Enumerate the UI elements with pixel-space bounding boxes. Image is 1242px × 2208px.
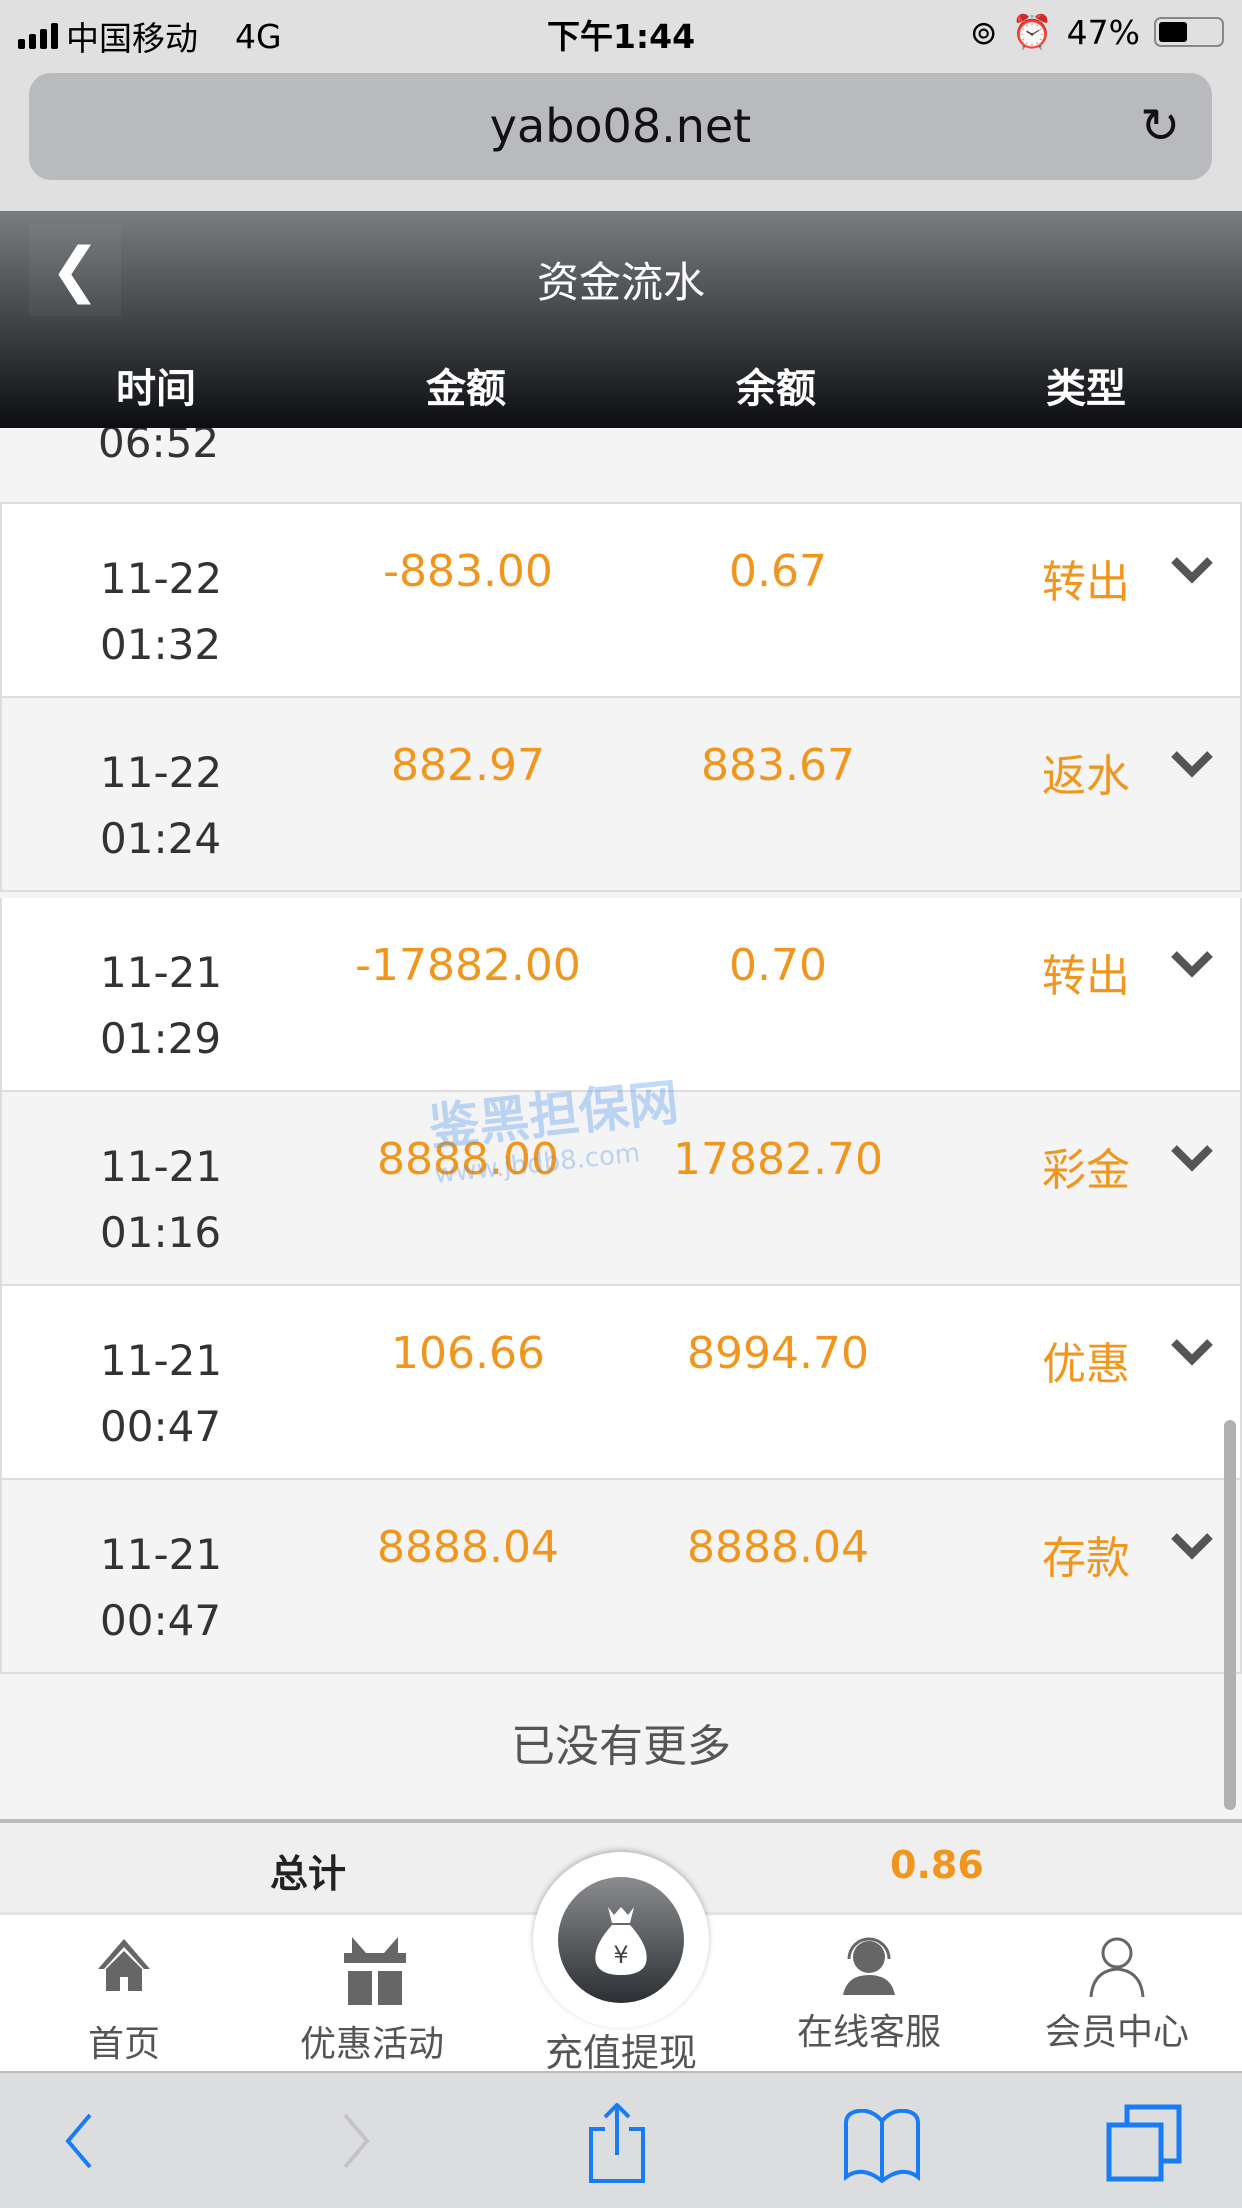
scrollbar[interactable] xyxy=(1224,1420,1236,1810)
chevron-down-icon[interactable] xyxy=(1170,748,1214,778)
column-balance: 余额 xyxy=(736,366,816,412)
row-amount: -883.00 xyxy=(383,546,553,597)
row-date: 11-21 xyxy=(100,1142,223,1191)
column-time: 时间 xyxy=(116,366,196,412)
alarm-icon: ⏰ xyxy=(1011,12,1053,51)
battery-percent: 47% xyxy=(1066,12,1140,52)
row-date: 11-21 xyxy=(100,1530,223,1579)
row-amount: 8888.04 xyxy=(377,1522,559,1573)
tab-home[interactable]: 首页 xyxy=(0,1915,248,2076)
row-balance: 8994.70 xyxy=(687,1328,869,1379)
row-amount: -17882.00 xyxy=(355,940,581,991)
row-datetime: 11-22 01:32 xyxy=(100,546,222,678)
deposit-withdraw-button[interactable]: ¥ xyxy=(533,1852,709,2028)
network: 4G xyxy=(234,16,282,56)
row-type: 彩金 xyxy=(1042,1145,1130,1196)
row-amount: 882.97 xyxy=(391,740,545,791)
row-balance: 0.70 xyxy=(729,940,827,991)
table-row[interactable]: 11-21 01:29 -17882.00 0.70 转出 xyxy=(0,898,1242,1092)
tab-member[interactable]: 会员中心 xyxy=(993,1915,1241,2076)
table-row[interactable]: 11-21 01:16 8888.00 17882.70 彩金 xyxy=(0,1092,1242,1286)
tab-support[interactable]: 在线客服 xyxy=(745,1915,993,2076)
forward-icon[interactable] xyxy=(335,2111,375,2171)
page-title: 资金流水 xyxy=(536,258,705,307)
row-type: 优惠 xyxy=(1042,1339,1130,1390)
gift-icon xyxy=(344,1937,406,2005)
row-amount: 8888.00 xyxy=(377,1134,559,1185)
no-more-text: 已没有更多 xyxy=(511,1721,731,1772)
transaction-list: 06:52 11-22 01:32 -883.00 0.67 转出 11-22 01… xyxy=(0,428,1242,1674)
row-type: 转出 xyxy=(1042,951,1130,1002)
money-bag-icon: ¥ xyxy=(595,1907,647,1975)
table-row[interactable]: 11-22 01:32 -883.00 0.67 转出 xyxy=(0,504,1242,698)
row-datetime: 11-22 01:24 xyxy=(100,740,222,872)
chevron-down-icon[interactable] xyxy=(1170,554,1214,584)
table-row[interactable]: 11-22 01:24 882.97 883.67 返水 xyxy=(0,698,1242,892)
tab-promotions[interactable]: 优惠活动 xyxy=(248,1915,496,2076)
tabs-icon[interactable] xyxy=(1105,2103,1185,2183)
headset-icon xyxy=(843,1937,895,1995)
chevron-down-icon[interactable] xyxy=(1170,1336,1214,1366)
row-balance: 883.67 xyxy=(701,740,855,791)
row-time: 01:29 xyxy=(100,1014,222,1063)
chevron-left-icon: ❮ xyxy=(49,235,101,305)
column-amount: 金额 xyxy=(426,366,506,412)
page-header: ❮ 资金流水 时间 金额 余额 类型 xyxy=(0,211,1242,428)
row-time: 00:47 xyxy=(100,1402,222,1451)
table-row[interactable]: 11-21 00:47 106.66 8994.70 优惠 xyxy=(0,1286,1242,1480)
browser-toolbar xyxy=(0,2073,1242,2208)
chevron-down-icon[interactable] xyxy=(1170,948,1214,978)
row-time: 01:32 xyxy=(100,620,222,669)
chevron-down-icon[interactable] xyxy=(1170,1530,1214,1560)
row-balance: 8888.04 xyxy=(687,1522,869,1573)
row-type: 存款 xyxy=(1042,1533,1130,1584)
user-icon xyxy=(1089,1937,1145,1997)
row-datetime: 11-21 00:47 xyxy=(100,1522,222,1654)
row-amount: 106.66 xyxy=(391,1328,545,1379)
status-bar: 中国移动 4G 下午1:44 ⊚ ⏰ 47% xyxy=(0,0,1242,62)
column-type: 类型 xyxy=(1046,366,1126,412)
url-text: yabo08.net xyxy=(489,99,752,153)
row-datetime: 11-21 00:47 xyxy=(100,1328,222,1460)
row-time: 01:16 xyxy=(100,1208,222,1257)
bookmarks-icon[interactable] xyxy=(842,2109,922,2183)
row-datetime: 11-21 01:16 xyxy=(100,1134,222,1266)
row-balance: 17882.70 xyxy=(673,1134,883,1185)
row-date: 11-22 xyxy=(100,748,223,797)
battery-icon xyxy=(1154,17,1224,47)
total-value: 0.86 xyxy=(890,1843,984,1887)
share-icon[interactable] xyxy=(585,2103,649,2183)
total-label: 总计 xyxy=(270,1852,347,1896)
clock: 下午1:44 xyxy=(546,17,696,56)
address-bar[interactable]: yabo08.net ↻ xyxy=(29,73,1212,180)
carrier: 中国移动 xyxy=(66,19,198,58)
back-icon[interactable] xyxy=(60,2111,100,2171)
back-button[interactable]: ❮ xyxy=(29,224,121,316)
chevron-down-icon[interactable] xyxy=(1170,1142,1214,1172)
row-type: 返水 xyxy=(1042,751,1130,802)
rotation-lock-icon: ⊚ xyxy=(969,12,998,52)
reload-icon[interactable]: ↻ xyxy=(1139,98,1181,154)
row-datetime: 11-21 01:29 xyxy=(100,940,222,1072)
table-row[interactable]: 06:52 xyxy=(0,428,1242,504)
tab-deposit-label[interactable]: 充值提现 xyxy=(544,2031,697,2075)
row-date: 11-21 xyxy=(100,948,223,997)
svg-text:¥: ¥ xyxy=(613,1941,628,1969)
row-date: 11-22 xyxy=(100,554,223,603)
home-icon xyxy=(98,1939,150,1991)
row-date: 11-21 xyxy=(100,1336,223,1385)
row-time: 01:24 xyxy=(100,814,222,863)
signal-icon xyxy=(18,23,58,49)
table-row[interactable]: 11-21 00:47 8888.04 8888.04 存款 xyxy=(0,1480,1242,1674)
row-type: 转出 xyxy=(1042,557,1130,608)
row-time: 00:47 xyxy=(100,1596,222,1645)
row-balance: 0.67 xyxy=(729,546,827,597)
